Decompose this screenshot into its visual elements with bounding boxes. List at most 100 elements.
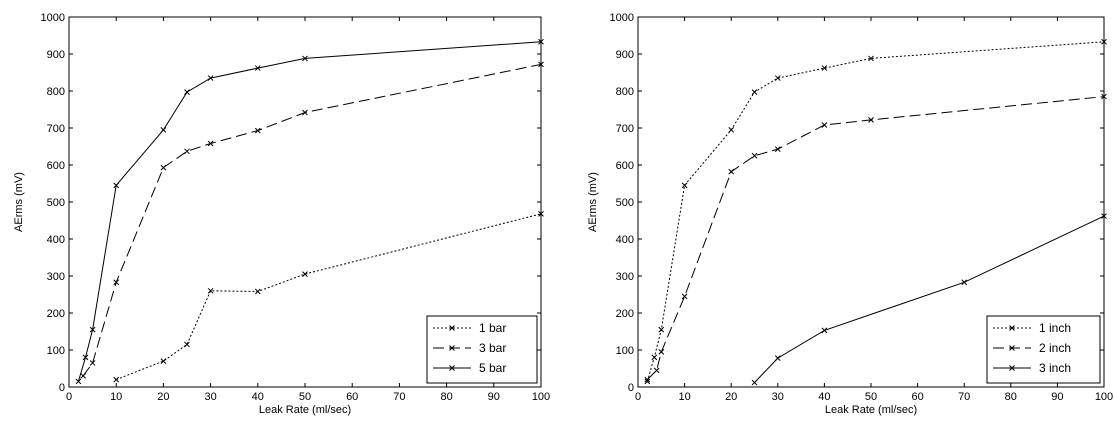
y-tick-label: 700 (616, 123, 634, 135)
data-point-marker (538, 61, 544, 68)
data-point-marker (1101, 38, 1107, 45)
x-tick-label: 60 (346, 391, 358, 403)
x-tick-label: 20 (157, 391, 169, 403)
x-tick-label: 30 (772, 391, 784, 403)
data-point-marker (1101, 213, 1107, 219)
y-tick-label: 800 (616, 86, 634, 98)
legend-marker (449, 325, 455, 331)
data-point-marker (82, 354, 89, 361)
x-tick-label: 40 (252, 391, 264, 403)
data-point-marker (254, 127, 261, 134)
data-point-marker (89, 360, 96, 366)
x-tick-label: 60 (911, 391, 923, 403)
series-solid (75, 38, 544, 385)
y-tick-label: 1000 (610, 12, 634, 24)
data-point-marker (751, 152, 758, 159)
y-tick-label: 500 (47, 197, 65, 209)
y-tick-label: 600 (616, 160, 634, 172)
legend-box (426, 315, 538, 384)
data-point-marker (184, 89, 190, 95)
data-point-marker (80, 373, 87, 379)
y-tick-label: 300 (47, 271, 65, 283)
series-dashed (644, 93, 1107, 383)
data-point-marker (254, 65, 261, 71)
data-point-marker (868, 55, 874, 62)
data-point-marker (751, 89, 758, 95)
legend-marker (1009, 345, 1015, 351)
data-point-marker (207, 75, 214, 81)
data-point-marker (75, 378, 82, 385)
x-tick-label: 40 (818, 391, 830, 403)
data-point-marker (207, 287, 214, 294)
legend-marker (1009, 365, 1015, 371)
data-point-marker (113, 376, 120, 383)
data-point-marker (113, 279, 120, 286)
y-tick-label: 1000 (41, 12, 65, 24)
data-point-marker (302, 271, 308, 278)
legend-box (986, 315, 1101, 384)
data-point-marker (160, 164, 167, 171)
series-solid (751, 213, 1107, 386)
x-tick-label: 50 (299, 391, 311, 403)
data-point-marker (821, 122, 828, 128)
series-dashed (80, 61, 544, 379)
data-point-marker (160, 126, 167, 133)
data-point-marker (644, 376, 651, 383)
y-tick-label: 600 (47, 160, 65, 172)
y-tick-label: 800 (47, 86, 65, 98)
series-line (82, 63, 542, 377)
legend: 1 bar 3 bar 5 bar (426, 315, 538, 384)
legend: 1 inch 2 inch 3 inch (986, 315, 1101, 384)
x-tick-label: 90 (488, 391, 500, 403)
y-tick-label: 900 (616, 49, 634, 61)
legend-label: 5 bar (479, 361, 506, 375)
data-point-marker (821, 65, 828, 71)
data-point-marker (207, 140, 214, 147)
data-point-marker (254, 288, 261, 295)
data-point-marker (113, 182, 120, 189)
data-point-marker (681, 182, 688, 189)
series-line (646, 96, 1105, 380)
y-tick-label: 200 (47, 308, 65, 320)
series-dotted (644, 38, 1107, 385)
data-point-marker (774, 355, 781, 361)
data-point-marker (651, 354, 658, 361)
x-tick-label: 90 (1051, 391, 1063, 403)
x-tick-label: 50 (865, 391, 877, 403)
data-point-marker (774, 146, 781, 152)
series-line (77, 41, 542, 382)
data-point-marker (160, 358, 167, 364)
legend-marker (1009, 325, 1015, 331)
x-tick-label: 10 (110, 391, 122, 403)
data-point-marker (961, 279, 968, 286)
x-axis-label: Leak Rate (ml/sec) (825, 404, 917, 416)
x-tick-label: 100 (532, 391, 550, 403)
legend-label: 2 inch (1039, 341, 1071, 355)
y-tick-label: 500 (616, 197, 634, 209)
data-point-marker (653, 367, 660, 374)
y-tick-label: 700 (47, 123, 65, 135)
data-point-marker (751, 379, 758, 386)
y-tick-label: 100 (47, 345, 65, 357)
y-tick-label: 0 (59, 382, 65, 394)
legend-label: 1 inch (1039, 321, 1071, 335)
y-axis-label: AErms (mV) (587, 172, 599, 232)
y-tick-label: 0 (628, 382, 634, 394)
data-point-marker (774, 75, 781, 81)
data-point-marker (89, 326, 96, 333)
x-tick-label: 80 (440, 391, 452, 403)
y-axis-label: AErms (mV) (13, 172, 25, 232)
x-tick-label: 80 (1005, 391, 1017, 403)
y-tick-label: 400 (47, 234, 65, 246)
data-point-marker (658, 326, 665, 333)
x-tick-label: 0 (66, 391, 72, 403)
series-dotted (113, 210, 544, 383)
x-tick-label: 30 (204, 391, 216, 403)
legend-label: 3 inch (1039, 361, 1071, 375)
data-point-marker (644, 378, 651, 385)
data-point-marker (302, 109, 308, 116)
y-tick-label: 400 (616, 234, 634, 246)
data-point-marker (538, 38, 544, 45)
data-point-marker (184, 148, 190, 155)
